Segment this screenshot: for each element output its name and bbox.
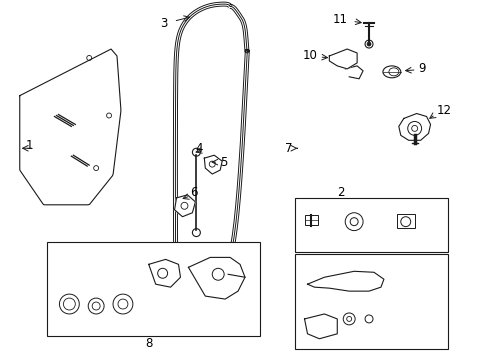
Bar [396, 214, 414, 228]
Bar [46, 242, 259, 336]
Polygon shape [188, 257, 244, 299]
Text: 12: 12 [436, 104, 450, 117]
Text: 11: 11 [331, 13, 346, 26]
Text: 7: 7 [285, 142, 292, 155]
Polygon shape [307, 271, 383, 291]
Bar [294, 198, 447, 252]
Text: 1: 1 [26, 139, 33, 152]
Circle shape [366, 42, 370, 46]
Polygon shape [398, 113, 429, 140]
Polygon shape [304, 314, 337, 339]
Polygon shape [174, 195, 195, 217]
Text: 10: 10 [302, 49, 317, 63]
Text: 2: 2 [337, 186, 345, 199]
Text: 3: 3 [160, 17, 167, 30]
Text: 5: 5 [220, 156, 227, 168]
Text: 4: 4 [195, 142, 203, 155]
Polygon shape [148, 260, 180, 287]
Bar [294, 255, 447, 349]
Text: 6: 6 [190, 186, 198, 199]
Text: 8: 8 [145, 337, 152, 350]
Polygon shape [328, 49, 356, 69]
Polygon shape [204, 155, 222, 174]
Text: 9: 9 [418, 62, 425, 75]
Bar [304, 215, 318, 225]
